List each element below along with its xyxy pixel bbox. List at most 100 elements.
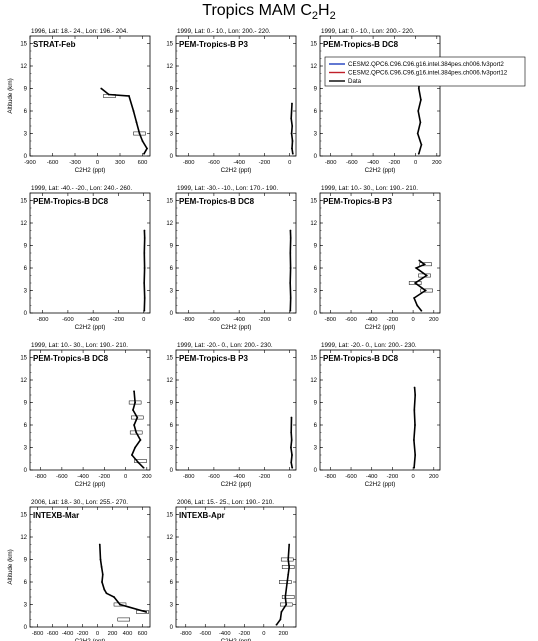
y-tick-label: 0 [24,154,28,160]
data-point [141,140,144,142]
data-point [143,267,146,269]
y-tick-label: 3 [24,289,28,295]
y-tick-label: 9 [170,87,174,93]
y-tick-label: 6 [170,266,174,272]
data-point [289,309,292,312]
data-point [139,439,142,441]
data-point [413,297,416,299]
data-point [417,152,420,155]
data-point [291,125,294,127]
chart-panel-4: 1999, Lat: -40.- -20., Lon: 240.- 260. PE… [20,185,151,331]
data-point [143,297,146,299]
data-point [417,110,420,112]
campaign-label: PEM-Tropics-B P3 [179,40,248,49]
title-sub-2: 2 [329,10,336,23]
data-range-box [419,262,432,267]
data-point [134,401,137,404]
x-tick-label: -400 [233,160,245,166]
x-tick-label: -600 [208,317,220,323]
data-point [113,596,115,598]
data-point [288,566,291,568]
y-tick-label: 6 [314,109,318,115]
chart-panel-6: 1999, Lat: 10.- 30., Lon: 190.- 210. PEM-… [310,185,441,331]
data-point [279,618,282,621]
data-point [419,121,422,124]
y-tick-label: 15 [166,199,173,205]
x-tick-label: -200 [387,317,399,323]
y-tick-label: 15 [20,356,27,362]
data-point [424,289,427,292]
y-tick-label: 0 [170,154,174,160]
x-tick-label: 600 [138,631,148,637]
data-point [291,102,293,105]
data-point [289,237,292,239]
panel-region-text: 2006, Lat: 18.- 30., Lon: 255.- 270. [31,499,128,506]
y-tick-label: 3 [170,132,174,138]
y-tick-label: 15 [310,199,317,205]
y-tick-label: 6 [24,580,28,586]
x-tick-label: 0 [124,474,127,480]
x-tick-label: -600 [47,631,59,637]
panel-region-text: 1999, Lat: -20.- 0., Lon: 200.- 230. [321,342,417,349]
x-tick-label: 0 [142,317,145,323]
data-point [417,87,420,90]
data-point [143,229,146,232]
campaign-label: STRAT-Feb [33,40,76,49]
campaign-label: INTEXB-Apr [179,511,225,520]
data-point [288,543,291,546]
data-point [275,623,278,626]
data-range-box [113,602,127,607]
y-tick-label: 3 [170,603,174,609]
data-point [290,439,293,441]
x-tick-label: -800 [32,631,44,637]
series-line-data [130,391,145,469]
y-tick-label: 0 [24,311,28,317]
y-tick-label: 9 [170,244,174,250]
campaign-label: PEM-Tropics-B P3 [323,197,392,206]
y-tick-label: 9 [24,558,28,564]
data-point [414,394,417,396]
y-tick-label: 3 [24,603,28,609]
data-point [101,573,104,576]
data-point [136,416,139,419]
legend-entry: CESM2.QPC6.C96.C96.g16.intel.384pes.ch00… [348,70,508,77]
data-point [135,121,138,124]
x-tick-label: -600 [47,160,59,166]
y-axis-label: Altitude (km) [7,549,14,584]
y-tick-label: 15 [166,513,173,519]
y-tick-label: 6 [24,423,28,429]
title-main: Tropics MAM C [202,2,312,19]
x-tick-label: -400 [62,631,74,637]
x-tick-label: -800 [183,317,195,323]
data-point [137,461,140,464]
y-tick-label: 9 [170,558,174,564]
panel-region-text: 1999, Lat: -40.- -20., Lon: 240.- 260. [31,185,132,192]
series-line-data [99,544,147,613]
x-tick-label: 200 [278,631,288,637]
data-point [413,466,416,469]
x-tick-label: -400 [367,160,379,166]
data-point [413,386,416,389]
y-tick-label: 15 [166,42,173,48]
title-sub-1: 2 [311,10,319,23]
y-tick-label: 9 [24,401,28,407]
x-axis-label: C2H2 (ppt) [221,324,252,331]
data-point [290,446,292,449]
x-tick-label: 0 [96,631,99,637]
x-tick-label: -800 [35,474,47,480]
data-point [138,132,141,135]
data-point [103,588,106,591]
plot-frame [175,349,297,471]
y-tick-label: 6 [314,266,318,272]
x-tick-label: -200 [259,474,271,480]
data-point [146,147,148,150]
data-point [143,152,145,155]
chart-panel-1: 1996, Lat: 18.- 24., Lon: 196.- 204. STRA… [7,28,151,174]
data-point [420,309,423,312]
series-line-data [100,87,148,155]
plot-frame [175,506,297,628]
x-tick-label: -200 [389,160,401,166]
x-tick-label: -200 [99,474,111,480]
x-tick-label: 0 [288,317,291,323]
